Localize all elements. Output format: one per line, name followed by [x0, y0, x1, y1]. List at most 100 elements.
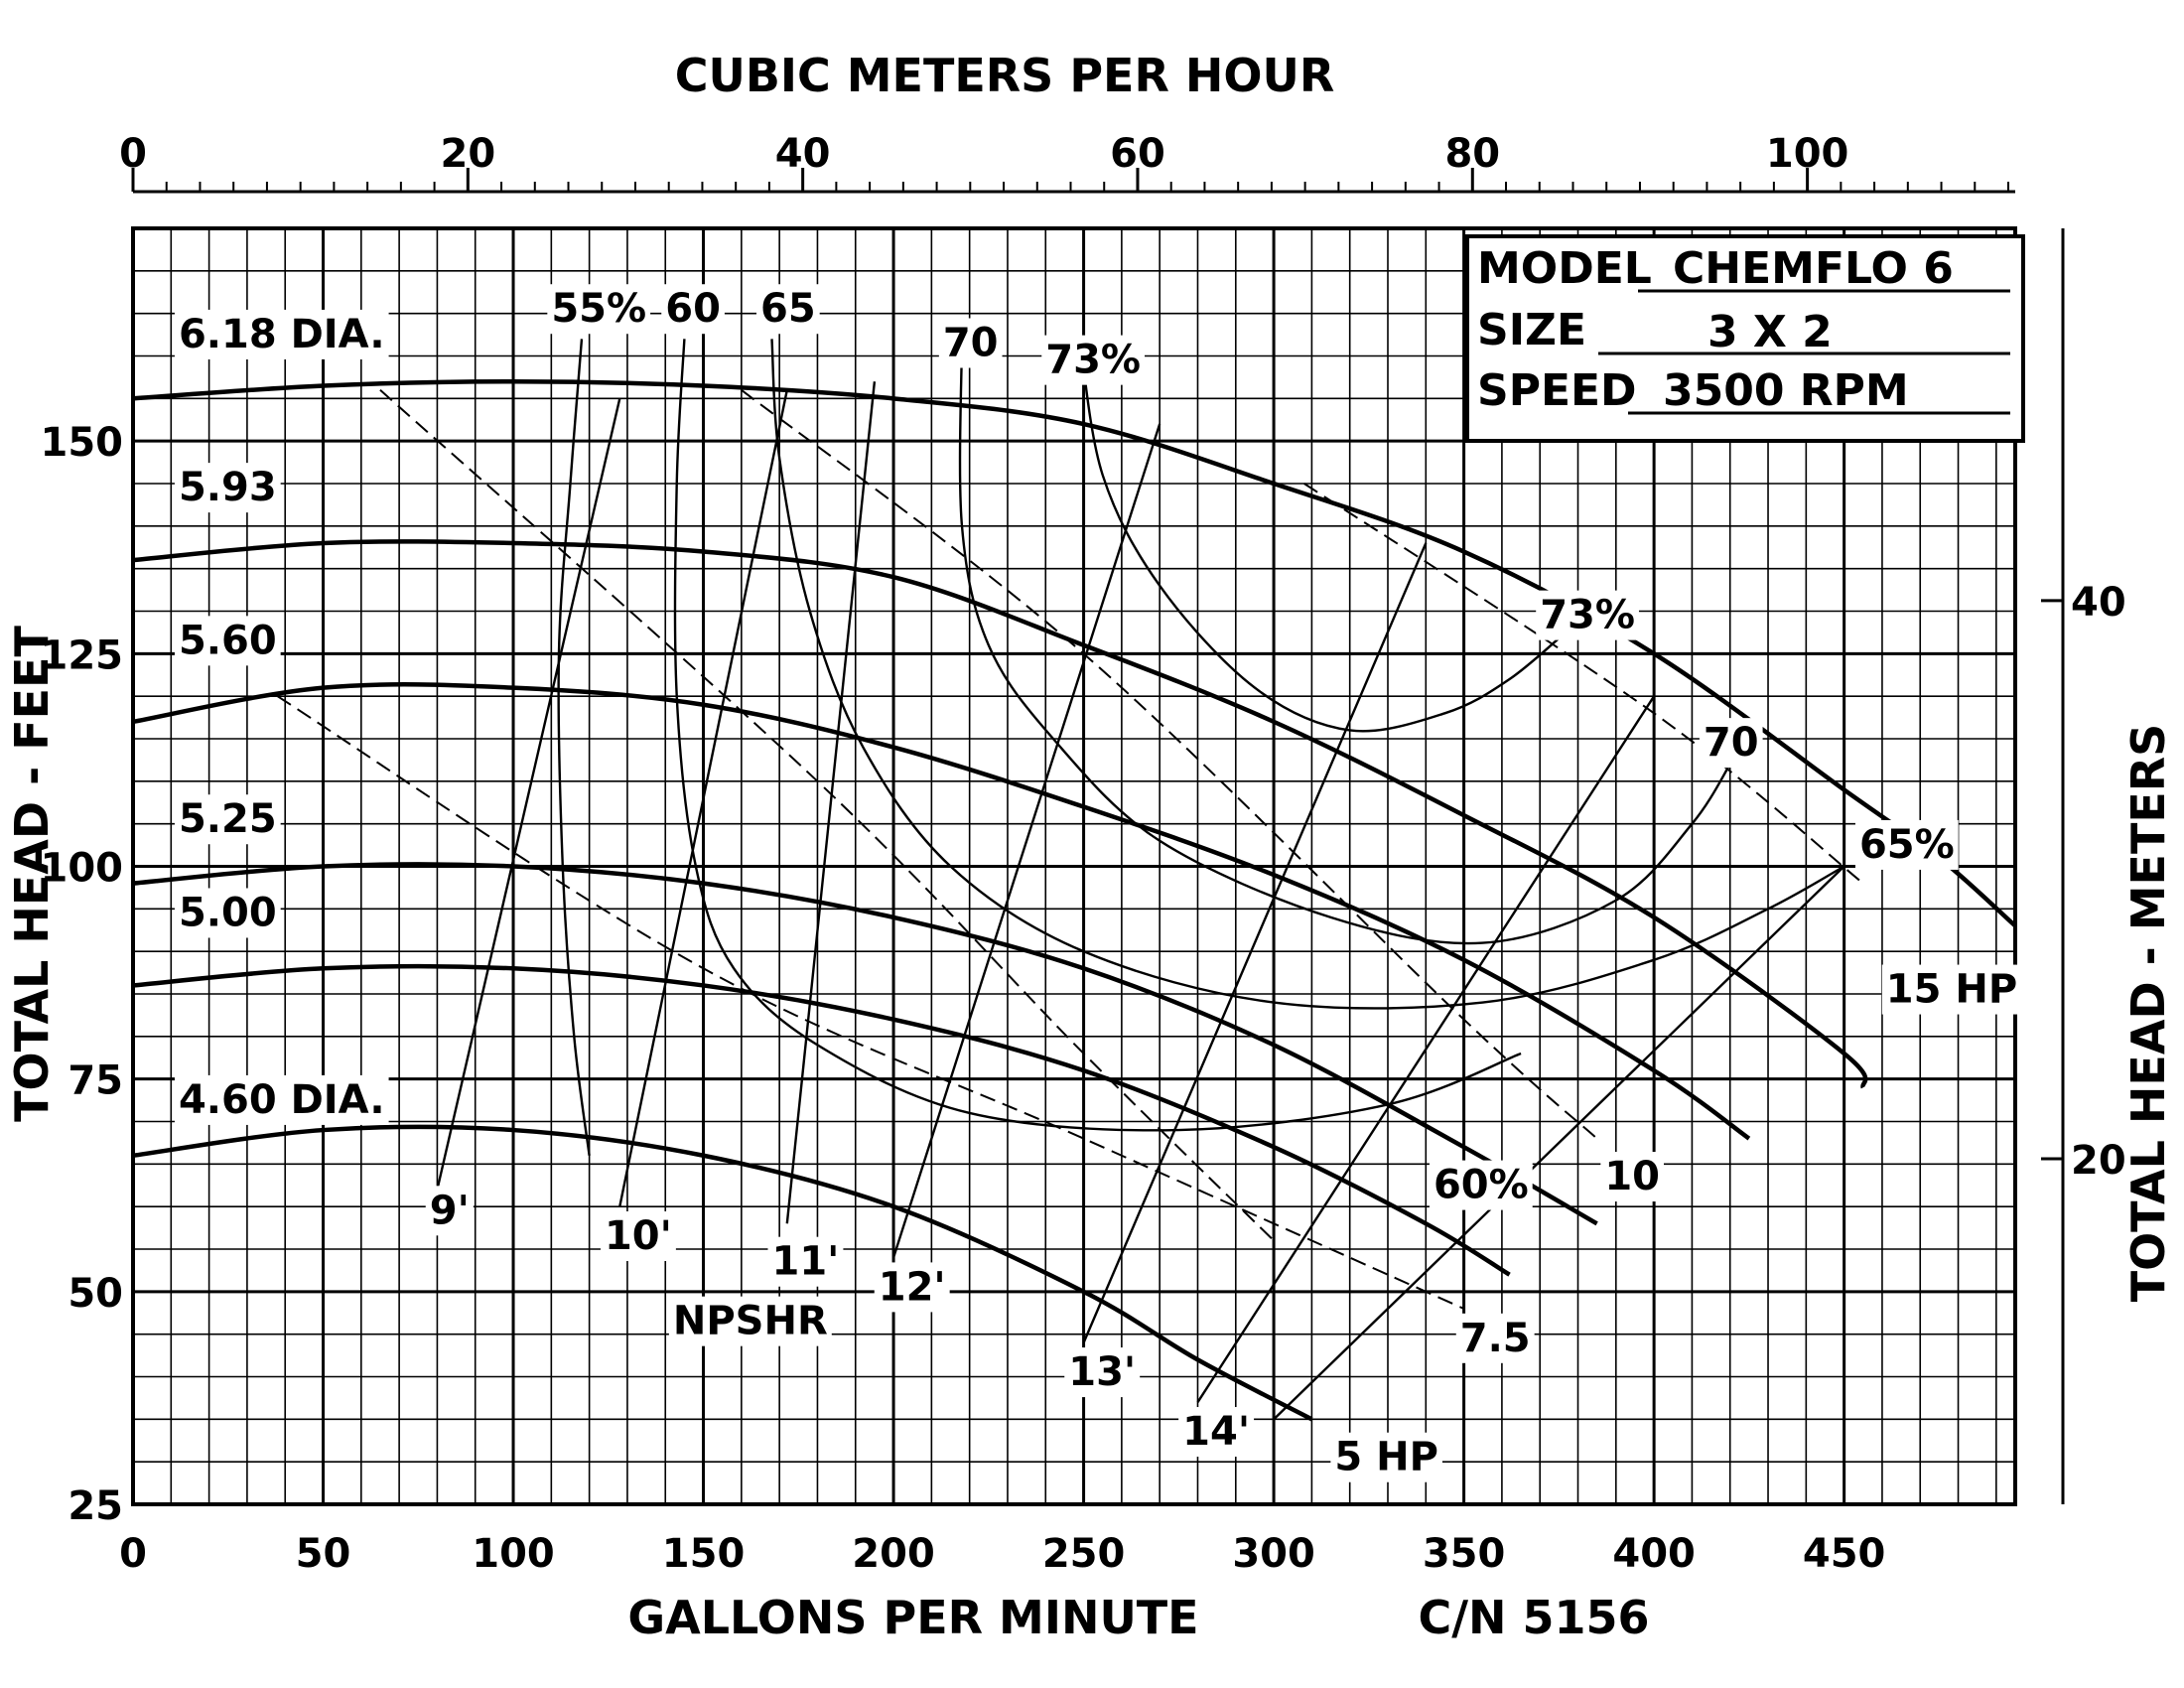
efficiency-label-bg	[547, 284, 651, 335]
efficiency-label: 73%	[1045, 338, 1141, 383]
x2-tick-label: 80	[1444, 131, 1500, 177]
y-tick-label: 25	[68, 1483, 123, 1529]
diameter-label: 5.93	[179, 465, 277, 510]
efficiency-curve	[557, 339, 591, 1156]
diameter-label: 5.00	[179, 890, 277, 935]
efficiency-curve	[770, 339, 1845, 1010]
x2-tick-label: 0	[119, 131, 147, 177]
y-axis-title: TOTAL HEAD - FEET	[5, 626, 59, 1122]
speed-label: SPEED	[1477, 365, 1637, 416]
impeller-curve	[132, 862, 1598, 1226]
model-value: CHEMFLO 6	[1673, 243, 1954, 294]
horsepower-label: 5 HP	[1334, 1435, 1438, 1480]
horsepower-line	[379, 389, 1275, 1242]
diameter-label: 5.60	[179, 618, 277, 663]
horsepower-label-bg	[1455, 1313, 1535, 1363]
x-tick-label: 50	[296, 1531, 351, 1577]
npshr-label: 12'	[879, 1264, 946, 1310]
npshr-label-bg	[1178, 1407, 1255, 1458]
efficiency-label: 70	[1704, 720, 1759, 766]
npshr-title-bg	[668, 1296, 832, 1346]
npshr-line	[618, 389, 788, 1207]
efficiency-label-bg	[1041, 335, 1146, 385]
horsepower-label: 10	[1604, 1154, 1660, 1199]
horsepower-label-bg	[1330, 1432, 1442, 1482]
diameter-label: 4.60 DIA.	[179, 1077, 385, 1123]
y-tick-label: 100	[41, 846, 124, 892]
info-box-frame	[1465, 234, 2025, 443]
y-tick-label: 50	[68, 1271, 123, 1317]
npshr-line	[891, 423, 1161, 1258]
horsepower-label: 15 HP	[1886, 967, 2017, 1013]
y2-axis-title: TOTAL HEAD - METERS	[2121, 724, 2175, 1303]
impeller-curve	[132, 539, 1868, 1089]
efficiency-label: 70	[943, 321, 999, 366]
diameter-label-bg	[174, 616, 281, 666]
size-label: SIZE	[1477, 305, 1586, 355]
efficiency-label-bg	[1536, 590, 1639, 640]
diameter-label-bg	[174, 309, 389, 359]
plot-frame	[131, 226, 2017, 1506]
x-tick-label: 350	[1423, 1531, 1506, 1577]
efficiency-label: 65	[760, 286, 816, 332]
efficiency-label: 60	[665, 286, 721, 332]
efficiency-label-bg	[1699, 718, 1763, 769]
npshr-line	[1082, 542, 1428, 1343]
npshr-label-bg	[874, 1262, 950, 1313]
diameter-label: 6.18 DIA.	[179, 312, 385, 357]
plot-border	[131, 226, 2017, 1506]
npshr-label-bg	[1064, 1347, 1141, 1398]
impeller-curve	[132, 378, 2017, 928]
npshr-label-bg	[767, 1236, 844, 1287]
x-tick-label: 150	[662, 1531, 746, 1577]
efficiency-label-bg	[1854, 819, 1959, 870]
x2-axis-title: CUBIC METERS PER HOUR	[675, 49, 1335, 102]
npshr-label: 13'	[1068, 1349, 1136, 1395]
axes: 0 50 100 150 200 250 300 350 400 4502550751001251…	[41, 131, 2126, 1577]
diameter-label-bg	[174, 1074, 389, 1125]
efficiency-label: 60%	[1433, 1163, 1529, 1208]
diameter-label: 5.25	[179, 796, 277, 842]
npshr-title: NPSHR	[673, 1299, 828, 1344]
horsepower-label-bg	[1881, 964, 2022, 1015]
efficiency-label-bg	[1429, 1160, 1533, 1210]
x-tick-label: 400	[1612, 1531, 1696, 1577]
data-curves	[132, 339, 2017, 1422]
y-tick-label: 125	[41, 633, 124, 678]
x-axis-title: GALLONS PER MINUTE	[627, 1591, 1198, 1644]
diameter-label-bg	[174, 463, 281, 513]
y2-tick-label: 40	[2071, 580, 2126, 626]
npshr-line	[1196, 695, 1656, 1403]
efficiency-curve	[958, 339, 1731, 945]
x2-tick-label: 60	[1110, 131, 1165, 177]
npshr-label: 11'	[771, 1239, 839, 1285]
curve-labels: 6.18 DIA. 5.93 5.60 5.25 5.00 4.60 DIA. 55% 60 6…	[174, 284, 2022, 1482]
x-tick-label: 300	[1232, 1531, 1315, 1577]
npshr-label-bg	[425, 1186, 474, 1236]
x2-tick-label: 100	[1766, 131, 1849, 177]
x-tick-label: 450	[1803, 1531, 1886, 1577]
x-tick-label: 0	[119, 1531, 147, 1577]
diameter-label-bg	[174, 888, 281, 938]
impeller-curve	[132, 682, 1751, 1141]
x-tick-label: 100	[472, 1531, 555, 1577]
impeller-curve	[132, 963, 1511, 1277]
diameter-label-bg	[174, 794, 281, 845]
horsepower-line	[741, 388, 1598, 1140]
npshr-label: 9'	[430, 1188, 470, 1233]
efficiency-label: 65%	[1859, 822, 1955, 868]
efficiency-label: 73%	[1540, 593, 1635, 638]
npshr-line	[436, 398, 621, 1191]
x-tick-label: 250	[1042, 1531, 1126, 1577]
speed-value: 3500 RPM	[1663, 365, 1909, 416]
info-box: MODEL CHEMFLO 6 SIZE 3 X 2 SPEED 3500 RP…	[1465, 234, 2025, 443]
impeller-curve	[132, 1124, 1313, 1422]
npshr-line	[785, 381, 877, 1224]
efficiency-label-bg	[756, 284, 820, 335]
npshr-line	[1273, 865, 1845, 1421]
x2-tick-label: 20	[440, 131, 495, 177]
x2-tick-label: 40	[775, 131, 831, 177]
npshr-label: 14'	[1182, 1409, 1250, 1455]
catalog-number: C/N 5156	[1418, 1591, 1649, 1644]
